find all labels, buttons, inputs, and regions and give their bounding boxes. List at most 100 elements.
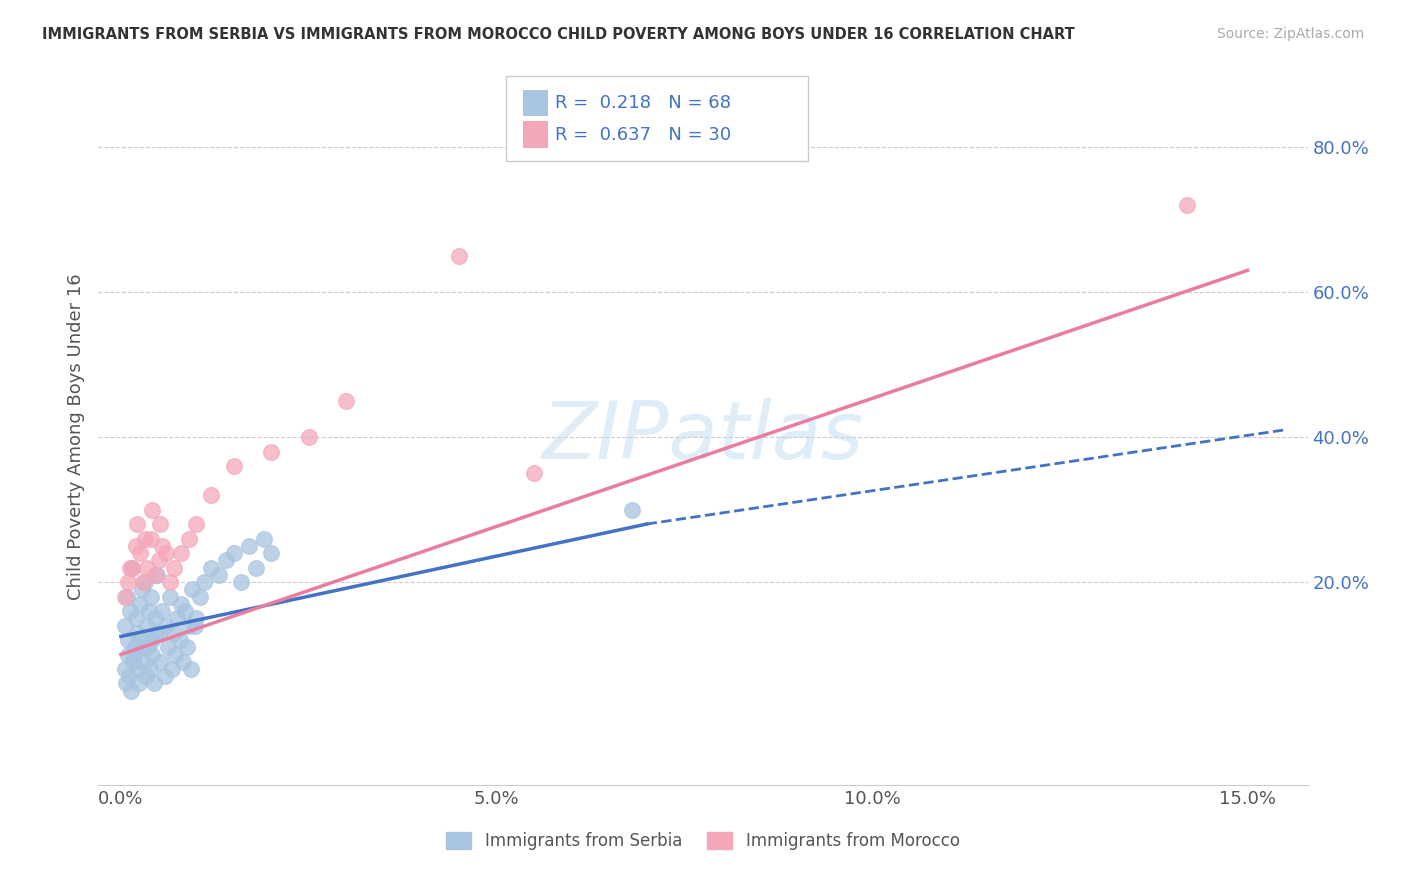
Text: Source: ZipAtlas.com: Source: ZipAtlas.com: [1216, 27, 1364, 41]
Point: [132, 640, 155, 655]
Point: [129, 633, 152, 648]
Point: [298, 430, 321, 444]
Point: [181, 582, 204, 597]
Point: [159, 590, 181, 604]
Text: IMMIGRANTS FROM SERBIA VS IMMIGRANTS FROM MOROCCO CHILD POVERTY AMONG BOYS UNDER: IMMIGRANTS FROM SERBIA VS IMMIGRANTS FRO…: [42, 27, 1076, 42]
Point: [134, 574, 156, 589]
Point: [153, 669, 176, 683]
Point: [136, 618, 159, 632]
Point: [447, 249, 470, 263]
Point: [238, 539, 260, 553]
Point: [149, 517, 172, 532]
Point: [141, 502, 163, 516]
Point: [127, 517, 149, 532]
Point: [131, 582, 153, 597]
Point: [145, 625, 167, 640]
Point: [260, 546, 283, 560]
Point: [120, 683, 142, 698]
Point: [125, 539, 148, 553]
Point: [163, 648, 186, 662]
Point: [143, 676, 166, 690]
Point: [184, 611, 207, 625]
Y-axis label: Child Poverty Among Boys Under 16: Child Poverty Among Boys Under 16: [66, 274, 84, 600]
Point: [176, 640, 198, 655]
Point: [215, 553, 238, 567]
Point: [118, 604, 141, 618]
Point: [117, 648, 139, 662]
Point: [121, 560, 143, 574]
Text: ZIPatlas: ZIPatlas: [541, 398, 865, 476]
Point: [143, 567, 166, 582]
Point: [172, 655, 194, 669]
Point: [139, 532, 162, 546]
Point: [127, 625, 149, 640]
Point: [117, 574, 139, 589]
Point: [115, 590, 138, 604]
Point: [128, 546, 150, 560]
Point: [134, 532, 156, 546]
Point: [156, 640, 179, 655]
Point: [125, 662, 148, 676]
Point: [184, 618, 207, 632]
Point: [114, 618, 136, 632]
Point: [143, 611, 166, 625]
Point: [335, 393, 357, 408]
Point: [207, 567, 229, 582]
Point: [245, 560, 267, 574]
Point: [200, 560, 222, 574]
Point: [136, 640, 159, 655]
Point: [184, 517, 207, 532]
Point: [132, 574, 155, 589]
Point: [169, 633, 191, 648]
Point: [222, 546, 245, 560]
Point: [260, 444, 283, 458]
Point: [170, 546, 193, 560]
Point: [159, 574, 181, 589]
Point: [118, 669, 141, 683]
Point: [122, 655, 145, 669]
Point: [114, 662, 136, 676]
Point: [177, 618, 200, 632]
Point: [115, 676, 138, 690]
Point: [180, 662, 202, 676]
Point: [523, 467, 546, 481]
Point: [118, 560, 141, 574]
Point: [155, 618, 177, 632]
Point: [155, 546, 177, 560]
Point: [139, 590, 162, 604]
Point: [1177, 198, 1199, 212]
Point: [125, 611, 148, 625]
Point: [160, 662, 183, 676]
Point: [128, 676, 150, 690]
Point: [177, 532, 200, 546]
Point: [173, 604, 195, 618]
Point: [166, 611, 188, 625]
Point: [146, 567, 169, 582]
Point: [121, 560, 143, 574]
Legend: Immigrants from Serbia, Immigrants from Morocco: Immigrants from Serbia, Immigrants from …: [440, 825, 966, 856]
Point: [135, 669, 157, 683]
Point: [117, 633, 139, 648]
Text: R =  0.637   N = 30: R = 0.637 N = 30: [555, 126, 731, 144]
Point: [229, 574, 252, 589]
Point: [150, 539, 173, 553]
Point: [138, 604, 160, 618]
Point: [148, 625, 170, 640]
Text: R =  0.218   N = 68: R = 0.218 N = 68: [555, 94, 731, 112]
Point: [114, 590, 136, 604]
Point: [124, 648, 146, 662]
Point: [170, 597, 193, 611]
Point: [620, 502, 643, 516]
Point: [139, 662, 162, 676]
Point: [124, 640, 146, 655]
Point: [141, 633, 163, 648]
Point: [222, 458, 245, 473]
Point: [162, 625, 184, 640]
Point: [150, 604, 173, 618]
Point: [200, 488, 222, 502]
Point: [136, 560, 159, 574]
Point: [188, 590, 211, 604]
Point: [162, 560, 184, 574]
Point: [149, 655, 172, 669]
Point: [148, 553, 170, 567]
